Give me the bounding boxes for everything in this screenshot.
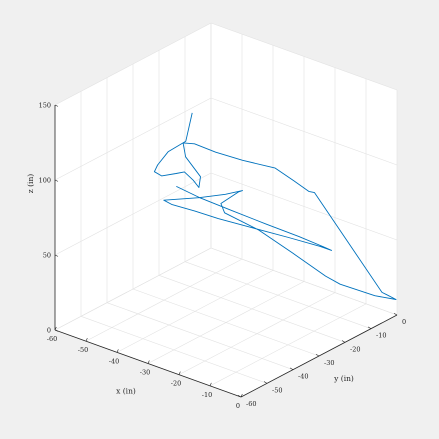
z-tick-label: 50 bbox=[43, 252, 51, 260]
x-tick bbox=[116, 349, 119, 353]
tick-labels: -60-50-40-30-20-100 -60-50-40-30-20-10005… bbox=[39, 102, 407, 411]
x-tick bbox=[178, 371, 181, 375]
tick-marks bbox=[54, 104, 398, 398]
y-tick bbox=[289, 367, 294, 370]
x-tick bbox=[85, 338, 88, 342]
y-tick bbox=[393, 312, 398, 316]
grid-line bbox=[106, 302, 294, 370]
x-tick-label: -40 bbox=[109, 357, 119, 365]
grid-line bbox=[54, 97, 212, 181]
x-tick bbox=[240, 393, 243, 398]
data-series-layer bbox=[153, 112, 397, 300]
grid-line bbox=[210, 22, 398, 91]
x-tick bbox=[54, 326, 57, 331]
y-tick-label: -60 bbox=[246, 400, 256, 408]
x-tick bbox=[147, 360, 150, 364]
z-tick-label: 150 bbox=[39, 102, 51, 110]
y-tick-label: -50 bbox=[272, 386, 282, 394]
grid-line bbox=[184, 261, 372, 329]
grid-line bbox=[210, 247, 398, 316]
x-axis-label: x (in) bbox=[116, 387, 136, 396]
y-tick-label: 0 bbox=[402, 318, 406, 326]
grid-line bbox=[54, 22, 212, 106]
z-tick-label: 100 bbox=[39, 177, 51, 185]
x-tick-label: -30 bbox=[140, 369, 150, 377]
x-tick-label: 0 bbox=[236, 402, 240, 410]
series-line bbox=[153, 112, 397, 300]
grid-line bbox=[132, 288, 320, 357]
x-tick-label: -60 bbox=[47, 335, 57, 343]
z-tick bbox=[54, 104, 59, 107]
x-tick-label: -10 bbox=[202, 391, 212, 399]
y-tick bbox=[237, 394, 242, 398]
y-tick-label: -20 bbox=[350, 345, 360, 353]
z-tick bbox=[54, 179, 59, 182]
z-tick-label: 0 bbox=[47, 327, 51, 335]
y-tick-label: -10 bbox=[376, 332, 386, 340]
z-tick bbox=[54, 254, 59, 257]
grid-line bbox=[54, 172, 212, 256]
x-tick bbox=[209, 382, 212, 386]
y-tick bbox=[341, 340, 346, 343]
z-axis-label: z (in) bbox=[26, 174, 35, 193]
y-axis-label: y (in) bbox=[333, 374, 354, 383]
y-tick bbox=[367, 326, 372, 329]
grid-line bbox=[210, 172, 398, 241]
x-tick-label: -50 bbox=[78, 346, 88, 354]
x-tick-label: -20 bbox=[171, 380, 181, 388]
grid-line bbox=[158, 275, 346, 343]
grid-line bbox=[54, 247, 212, 331]
y-tick bbox=[315, 353, 320, 357]
grid-line bbox=[210, 97, 398, 166]
z-tick bbox=[54, 329, 59, 332]
y-tick-label: -30 bbox=[324, 359, 334, 367]
axes-panes bbox=[55, 23, 397, 397]
y-tick bbox=[263, 381, 268, 384]
grid-line bbox=[80, 316, 268, 384]
y-tick-label: -40 bbox=[298, 373, 308, 381]
